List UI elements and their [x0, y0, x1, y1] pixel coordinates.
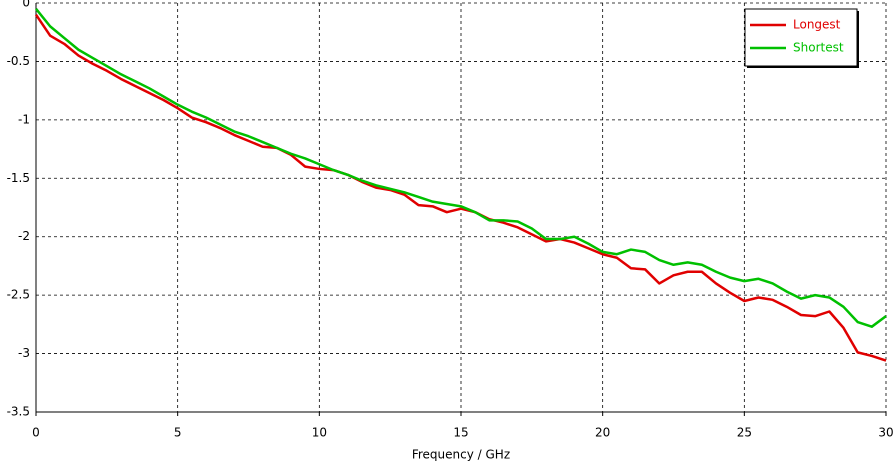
y-tick-label: -2.5 [7, 288, 30, 302]
series-line [34, 13, 887, 362]
x-tick-label: 0 [32, 426, 40, 440]
y-tick-label: -1.5 [7, 171, 30, 185]
y-tick-label: -2 [18, 229, 30, 243]
x-tick-label: 30 [878, 426, 893, 440]
x-tick-label: 10 [312, 426, 327, 440]
x-axis-label: Frequency / GHz [412, 448, 510, 462]
y-tick-label: -3 [18, 346, 30, 360]
y-tick-label: -3.5 [7, 405, 30, 419]
legend-label: Longest [793, 18, 841, 32]
x-tick-label: 25 [737, 426, 752, 440]
y-tick-label: -0.5 [7, 54, 30, 68]
x-tick-label: 5 [174, 426, 182, 440]
x-tick-label: 20 [595, 426, 610, 440]
legend-box [744, 8, 858, 67]
y-tick-label: -1 [18, 112, 30, 126]
legend-label: Shortest [793, 41, 844, 55]
series-line [35, 8, 887, 328]
x-tick-label: 15 [453, 426, 468, 440]
y-tick-label: 0 [22, 0, 30, 10]
